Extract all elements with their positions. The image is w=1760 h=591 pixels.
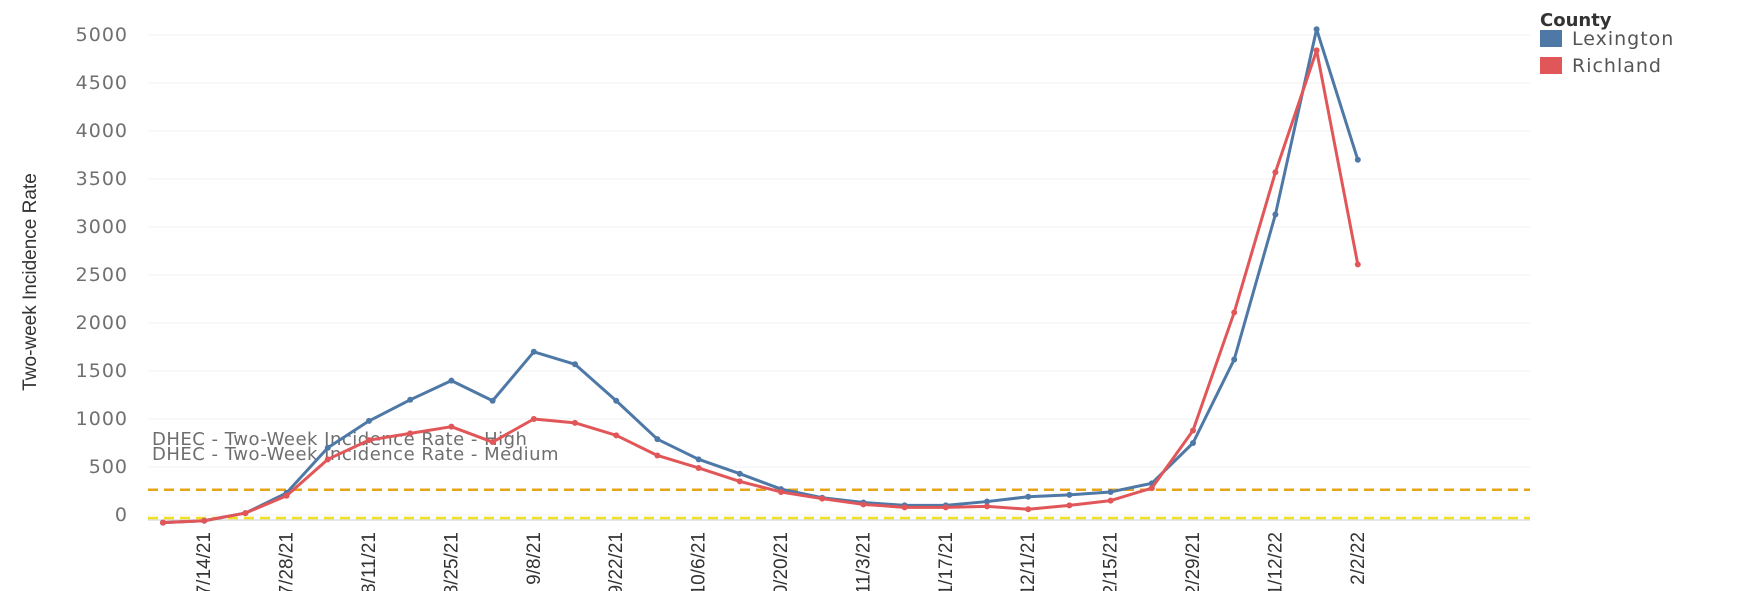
data-point-lexington [489,397,496,404]
data-point-lexington [407,396,414,403]
legend-title: County [1540,10,1612,31]
x-tick-label: 1/12/22 [1265,532,1286,591]
data-point-lexington [1231,356,1238,363]
data-point-lexington [572,361,578,368]
data-point-lexington [1025,493,1032,500]
y-tick-label: 3500 [76,168,128,190]
x-tick-label: 10/20/21 [771,532,792,591]
x-tick-label: 9/22/21 [606,532,627,591]
series-line-richland [162,48,1360,525]
data-point-richland [489,439,496,446]
data-point-richland [1272,169,1279,176]
x-tick-label: 11/17/21 [936,532,957,591]
y-tick-label: 2000 [76,312,128,334]
legend-swatch [1540,57,1562,74]
legend-label: Lexington [1572,28,1674,50]
y-tick-label: 1000 [76,408,128,430]
data-point-richland [283,492,290,499]
data-point-richland [1313,47,1320,54]
series-lines [160,26,1361,526]
x-tick-label: 11/3/21 [853,532,874,591]
data-point-richland [1148,485,1155,492]
x-tick-label: 10/6/21 [689,532,710,591]
data-point-richland [324,456,331,463]
data-point-richland [1107,497,1114,504]
data-point-richland [530,416,537,422]
x-tick-label: 7/28/21 [277,532,298,591]
legend: County Lexington Richland [1540,10,1674,77]
gridlines [148,34,1530,516]
data-point-richland [160,519,166,526]
data-point-richland [242,510,249,517]
data-point-lexington [1272,211,1279,218]
x-tick-label: 12/1/21 [1018,532,1039,591]
data-point-richland [860,501,867,508]
data-point-richland [984,503,990,510]
data-point-richland [654,452,661,459]
x-tick-label: 12/29/21 [1183,532,1204,591]
data-point-richland [201,517,208,524]
x-tick-label: 12/15/21 [1101,532,1122,591]
data-point-richland [736,478,743,485]
data-point-lexington [984,498,990,505]
data-point-lexington [736,470,743,477]
y-tick-label: 2500 [76,264,128,286]
reference-line-label: DHEC - Two-Week Incidence Rate - Medium [152,444,559,465]
reference-lines: DHEC - Two-Week Incidence Rate - HighDHE… [148,429,1530,520]
data-point-richland [778,488,784,495]
y-tick-label: 500 [89,456,128,478]
data-point-lexington [366,417,372,424]
data-point-richland [448,423,455,430]
data-point-richland [1190,427,1196,434]
y-axis-label: Two-week Incidence Rate [20,173,41,391]
data-point-lexington [324,444,331,451]
data-point-lexington [1190,440,1196,446]
y-tick-label: 3000 [76,216,128,238]
y-tick-label: 4500 [76,72,128,94]
x-tick-label: 8/25/21 [441,532,462,591]
data-point-richland [572,419,578,426]
y-tick-label: 4000 [76,120,128,142]
data-point-richland [1354,261,1361,268]
x-tick-label: 8/11/21 [359,532,380,591]
x-tick-label: 2/2/22 [1348,532,1369,585]
data-point-lexington [448,377,455,384]
data-point-lexington [1066,491,1073,498]
x-tick-label: 9/8/21 [524,532,545,585]
x-tick-label: 7/14/21 [194,532,215,591]
data-point-richland [819,495,826,502]
data-point-richland [366,437,372,444]
y-tick-label: 1500 [76,360,128,382]
legend-swatch [1540,30,1562,47]
legend-label: Richland [1572,55,1662,77]
data-point-richland [1066,502,1073,509]
y-tick-labels: 0 500 1000 1500 2000 2500 3000 3500 4000 4500 5000 [76,24,128,526]
data-point-lexington [1107,488,1114,495]
y-tick-label: 5000 [76,24,128,46]
data-point-richland [407,430,414,437]
data-point-lexington [530,348,537,355]
data-point-lexington [1313,26,1320,33]
data-point-lexington [654,436,661,443]
data-point-richland [901,504,908,511]
data-point-lexington [613,397,620,404]
data-point-lexington [695,456,702,463]
data-point-richland [1231,309,1238,316]
y-tick-label: 0 [115,504,128,526]
data-point-richland [695,464,702,471]
data-point-richland [1025,506,1032,513]
data-point-lexington [1354,156,1361,163]
x-tick-labels: 7/14/21 7/28/21 8/11/21 8/25/21 9/8/21 9/22/2… [194,532,1369,591]
data-point-richland [942,504,949,511]
data-point-richland [613,432,620,439]
